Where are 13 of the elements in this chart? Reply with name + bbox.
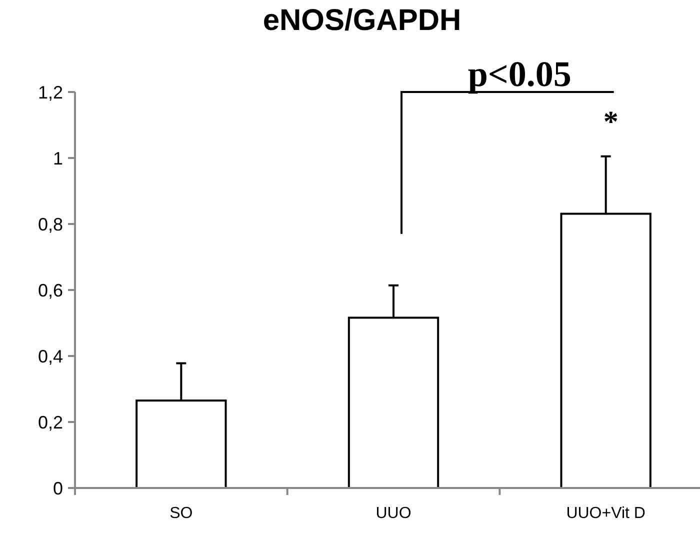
y-tick-label: 1,2 (38, 82, 63, 102)
y-tick-label: 0,2 (38, 412, 63, 432)
y-tick-label: 0,6 (38, 280, 63, 300)
y-tick-label: 0,4 (38, 346, 63, 366)
y-tick-label: 0,8 (38, 214, 63, 234)
y-tick-label: 0 (52, 478, 63, 498)
x-tick-label: SO (170, 505, 193, 522)
annotation: p<0.05 (468, 54, 572, 94)
y-tick-label: 1 (52, 148, 63, 168)
x-tick-label: UUO (376, 505, 412, 522)
x-tick-label: UUO+Vit D (566, 505, 646, 522)
annotation: * (603, 105, 618, 138)
chart-title: eNOS/GAPDH (262, 4, 462, 37)
